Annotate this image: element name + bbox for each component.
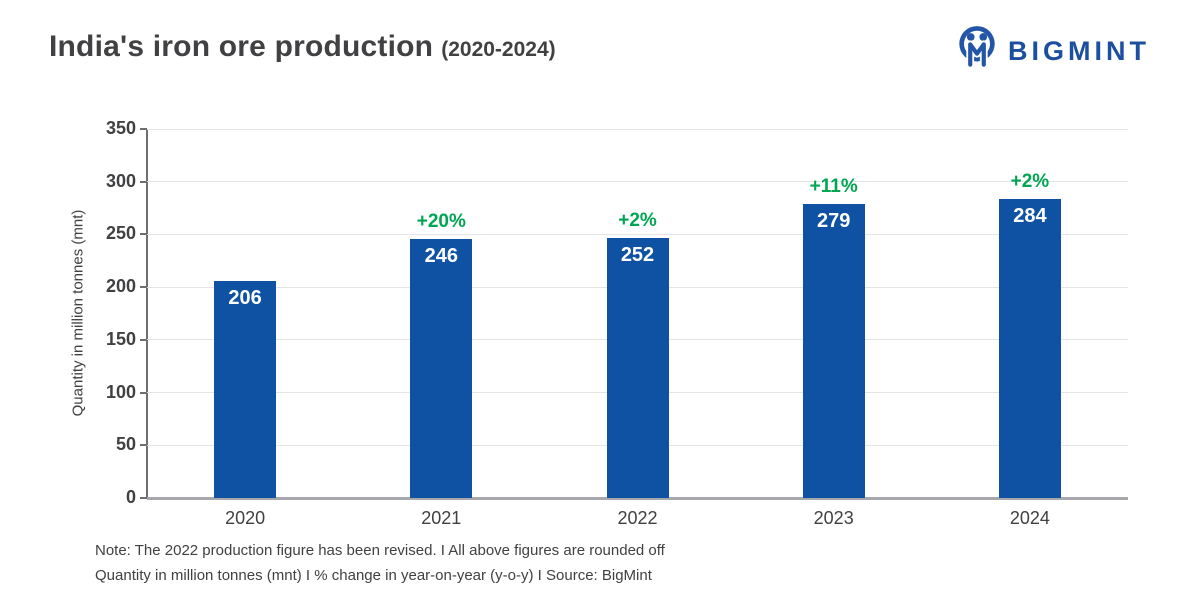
y-tick-mark bbox=[140, 338, 147, 341]
x-axis-line bbox=[147, 497, 1128, 500]
y-tick-mark bbox=[140, 391, 147, 394]
y-tick-label: 0 bbox=[125, 487, 136, 507]
y-tick-mark bbox=[140, 180, 147, 183]
bar-value-label: 246 bbox=[424, 244, 458, 267]
plot-area: 206 2020 246 +20% 2021 252 +2% 2022 279 +11% 2023 2… bbox=[147, 128, 1128, 528]
footnotes: Note: The 2022 production figure has bee… bbox=[95, 538, 665, 588]
pct-change-label: +2% bbox=[1010, 170, 1050, 192]
y-tick-label: 200 bbox=[105, 276, 136, 297]
gridline bbox=[147, 181, 1128, 183]
bar-2024: 284 bbox=[998, 198, 1061, 498]
y-tick-mark bbox=[140, 128, 147, 130]
pct-change-label: +2% bbox=[618, 209, 657, 231]
x-tick-label-2021: 2021 bbox=[421, 508, 462, 528]
footnote-line-2: Quantity in million tonnes (mnt) I % cha… bbox=[95, 567, 652, 584]
footnote-line-1: Note: The 2022 production figure has bee… bbox=[95, 542, 665, 559]
bigmint-people-m-icon bbox=[956, 24, 998, 79]
y-tick-mark bbox=[140, 444, 147, 447]
y-tick-label: 50 bbox=[115, 434, 136, 455]
gridline bbox=[147, 233, 1128, 235]
pct-change-label: +20% bbox=[416, 210, 466, 232]
x-tick-label-2020: 2020 bbox=[225, 508, 266, 528]
bar-value-label: 284 bbox=[1013, 204, 1047, 227]
y-tick-label: 250 bbox=[105, 223, 136, 244]
bar-value-label: 206 bbox=[228, 286, 262, 309]
bar-value-label: 252 bbox=[620, 243, 655, 266]
gridline bbox=[147, 128, 1128, 130]
bar-2021: 246 bbox=[410, 238, 473, 498]
chart-title-years: (2020-2024) bbox=[441, 38, 556, 61]
y-tick-mark bbox=[140, 233, 147, 236]
page-title: India's iron ore production (2020-2024) bbox=[49, 30, 556, 64]
y-tick-label: 100 bbox=[105, 381, 136, 402]
brand-logo: BIGMINT bbox=[956, 24, 1150, 79]
x-tick-label-2023: 2023 bbox=[813, 508, 854, 528]
x-tick-label-2022: 2022 bbox=[617, 508, 658, 528]
y-tick-label: 150 bbox=[105, 328, 136, 349]
bar-2020: 206 bbox=[214, 280, 277, 498]
bar-2023: 279 bbox=[802, 203, 865, 498]
bar-2022: 252 bbox=[606, 237, 669, 498]
x-tick-label-2024: 2024 bbox=[1009, 508, 1050, 528]
y-tick-label: 350 bbox=[105, 118, 136, 138]
pct-change-label: +11% bbox=[809, 175, 858, 197]
y-axis-tick-labels: 0 50 100 150 200 250 300 350 bbox=[0, 118, 136, 507]
y-tick-mark bbox=[140, 497, 147, 499]
bar-value-label: 279 bbox=[817, 209, 851, 232]
y-axis-line bbox=[146, 129, 148, 499]
chart-title: India's iron ore production bbox=[49, 30, 434, 63]
brand-name: BIGMINT bbox=[1008, 36, 1150, 66]
y-tick-label: 300 bbox=[105, 170, 136, 191]
y-tick-mark bbox=[140, 286, 147, 289]
